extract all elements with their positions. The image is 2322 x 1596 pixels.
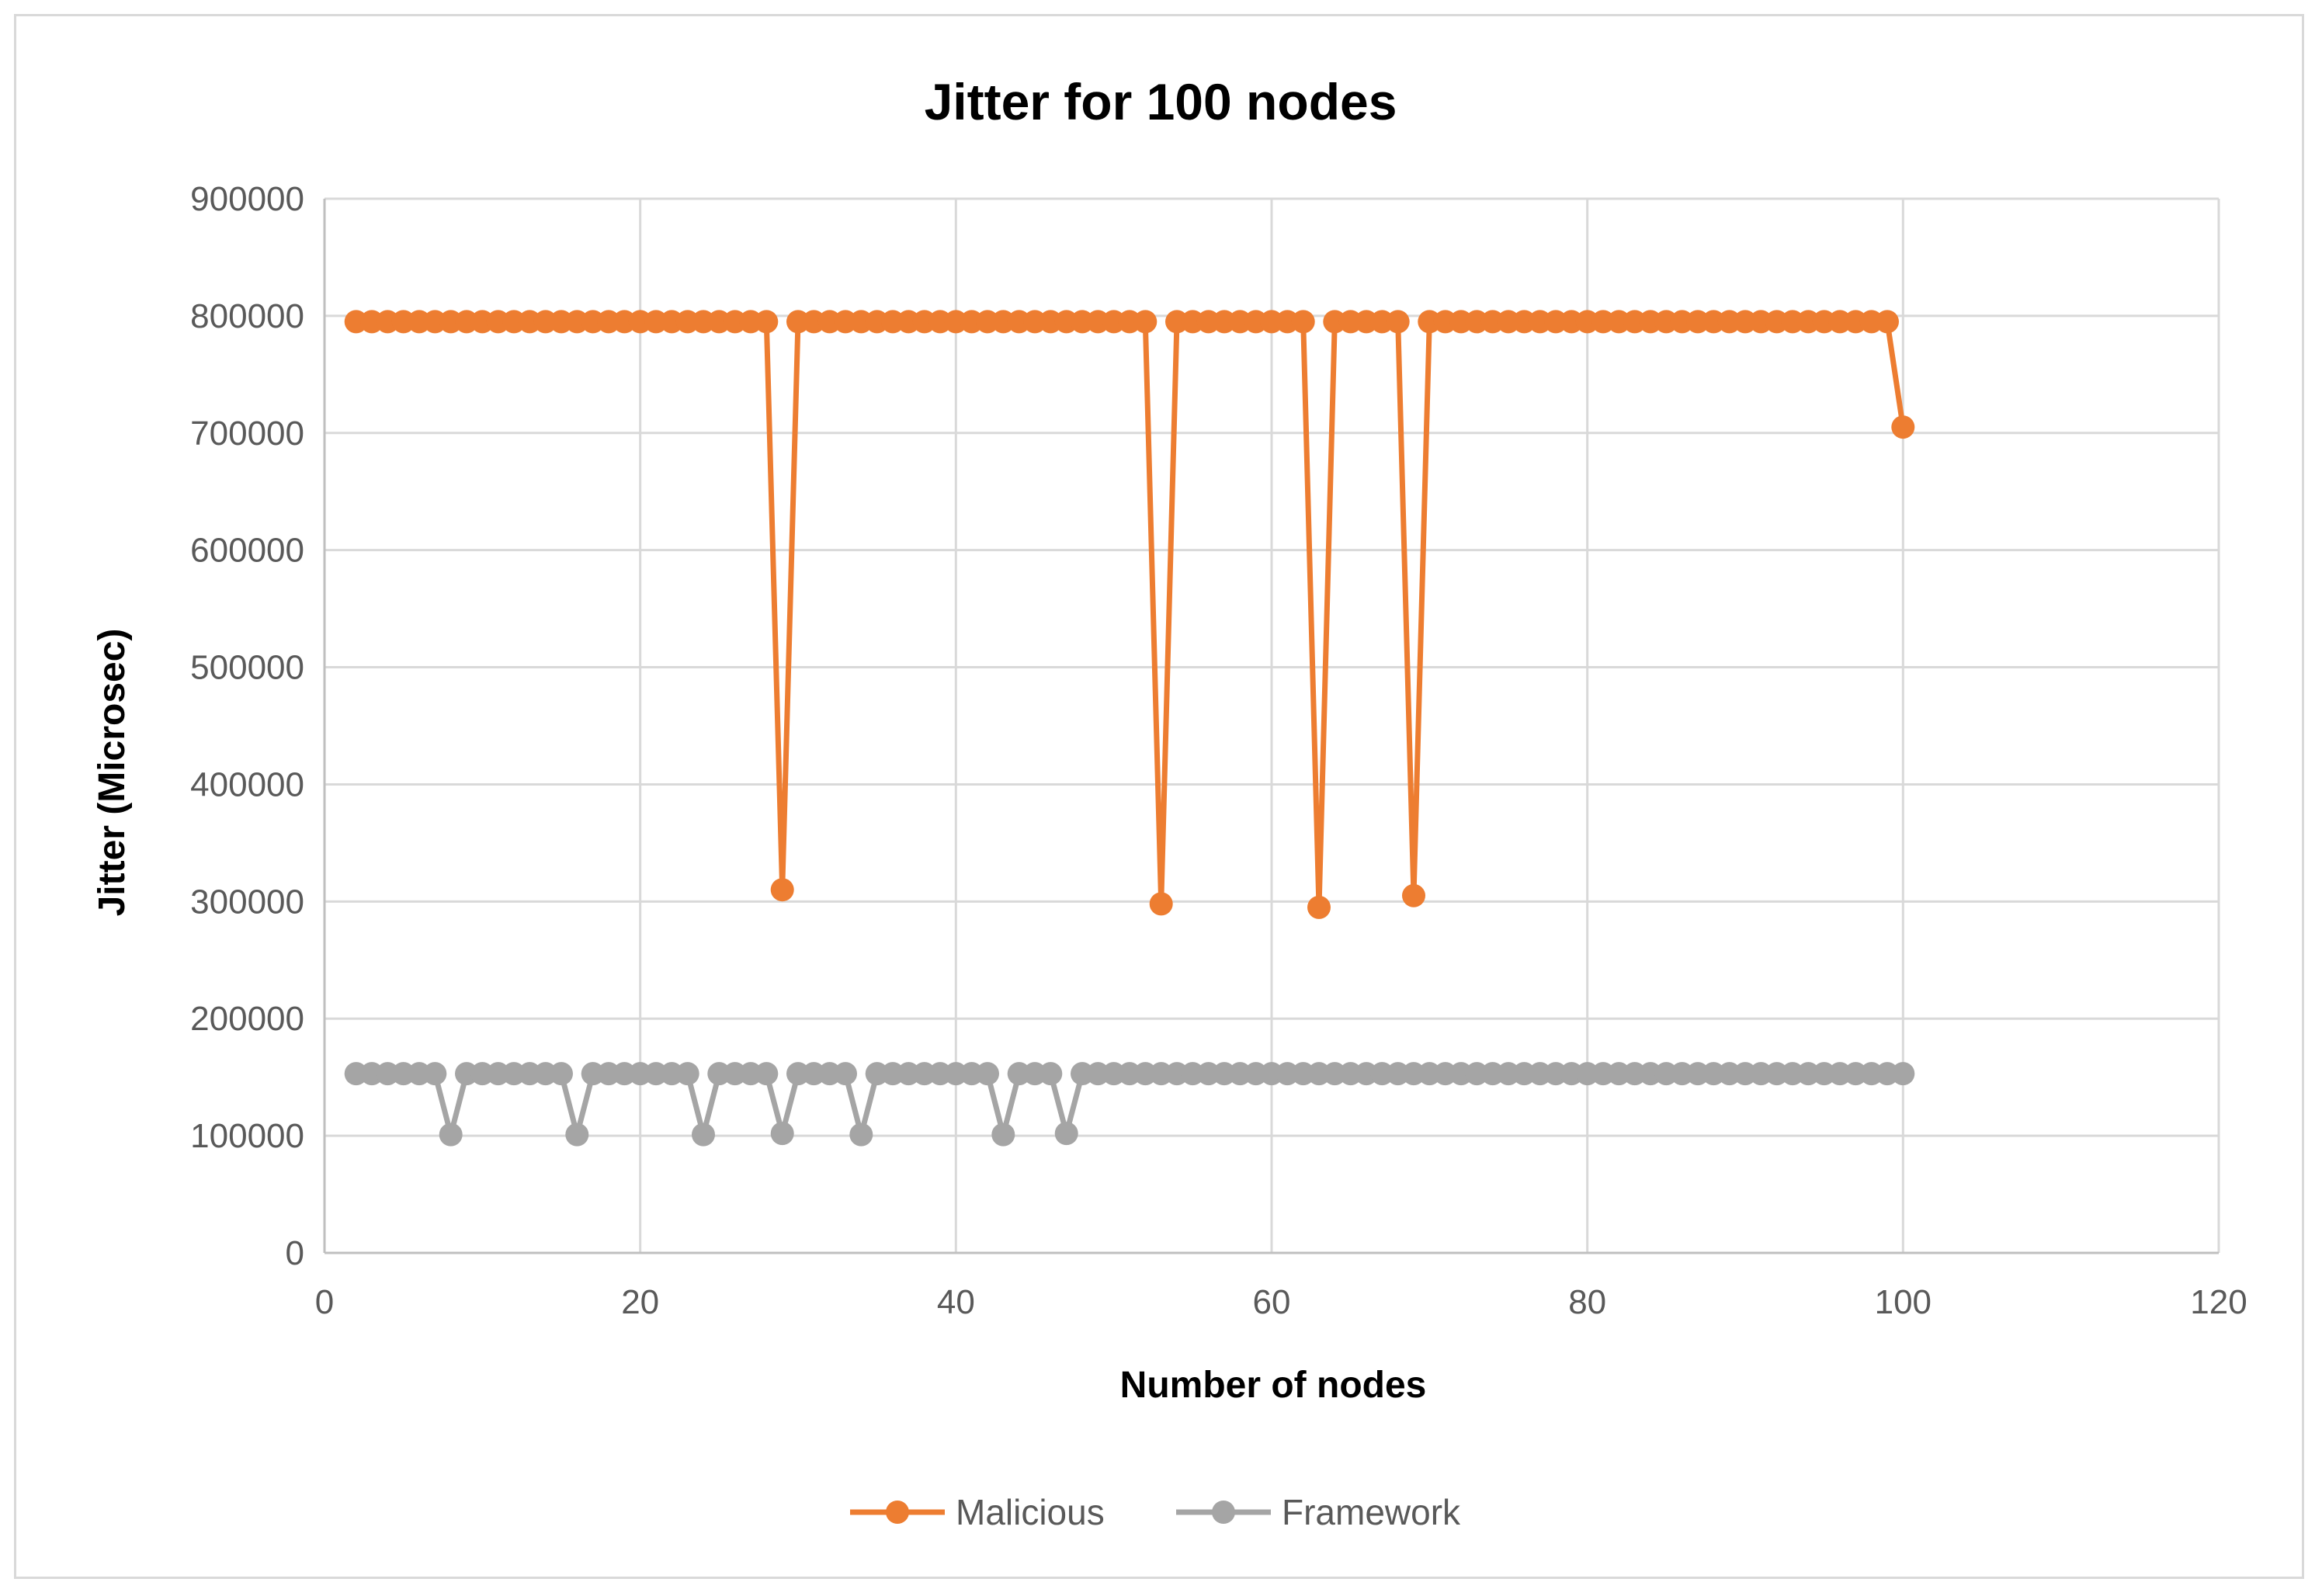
x-axis-title: Number of nodes <box>1120 1365 1427 1406</box>
y-tick-label: 400000 <box>190 765 304 803</box>
data-point <box>423 1062 447 1086</box>
x-tick-label: 120 <box>2190 1283 2247 1321</box>
y-tick-label: 300000 <box>190 883 304 921</box>
legend-item-framework: Framework <box>1176 1492 1461 1532</box>
data-point <box>1386 310 1410 334</box>
data-point <box>849 1122 873 1147</box>
data-point <box>675 1062 699 1086</box>
series-line <box>356 318 1906 911</box>
x-tick-label: 100 <box>1875 1283 1932 1321</box>
data-point <box>1891 415 1915 439</box>
axes: 0 100000 200000 300000 400000 500000 600000 700… <box>190 180 2247 1321</box>
data-series <box>344 310 1915 1147</box>
data-point <box>755 1062 779 1086</box>
legend-label: Malicious <box>956 1492 1105 1532</box>
data-point <box>1876 310 1899 334</box>
series-malicious <box>344 310 1915 919</box>
legend-swatch-marker <box>1212 1501 1235 1524</box>
legend-item-malicious: Malicious <box>850 1492 1105 1532</box>
legend-label: Framework <box>1282 1492 1461 1532</box>
y-tick-label: 0 <box>286 1234 304 1272</box>
data-point <box>550 1062 573 1086</box>
data-point <box>834 1062 857 1086</box>
data-point <box>692 1122 715 1147</box>
data-point <box>1054 1122 1078 1146</box>
data-point <box>770 878 794 902</box>
data-point <box>439 1122 463 1147</box>
chart-title: Jitter for 100 nodes <box>925 73 1397 130</box>
x-tick-label: 0 <box>315 1283 334 1321</box>
x-tick-label: 40 <box>937 1283 975 1321</box>
data-point <box>1307 895 1331 919</box>
data-point <box>755 310 779 334</box>
data-point <box>1291 310 1315 334</box>
data-point <box>1891 1062 1915 1086</box>
x-tick-label: 60 <box>1253 1283 1291 1321</box>
data-point <box>1149 892 1173 916</box>
data-point <box>565 1122 589 1147</box>
data-point <box>1133 310 1158 334</box>
data-point <box>1039 1062 1063 1086</box>
y-tick-label: 800000 <box>190 297 304 335</box>
data-point <box>976 1062 999 1086</box>
data-point <box>991 1122 1015 1147</box>
y-tick-label: 500000 <box>190 649 304 687</box>
y-tick-label: 100000 <box>190 1117 304 1155</box>
series-framework <box>344 1062 1915 1147</box>
x-tick-label: 80 <box>1568 1283 1606 1321</box>
legend: Malicious Framework <box>850 1492 1461 1532</box>
y-tick-label: 700000 <box>190 415 304 453</box>
data-point <box>1402 883 1425 907</box>
data-point <box>770 1122 794 1146</box>
legend-swatch-marker <box>886 1501 909 1524</box>
x-tick-label: 20 <box>621 1283 659 1321</box>
y-axis-title: Jitter (Microsec) <box>92 629 133 917</box>
gridlines <box>323 197 2220 1253</box>
y-tick-label: 200000 <box>190 1000 304 1038</box>
y-tick-label: 900000 <box>190 180 304 218</box>
y-tick-label: 600000 <box>190 532 304 570</box>
